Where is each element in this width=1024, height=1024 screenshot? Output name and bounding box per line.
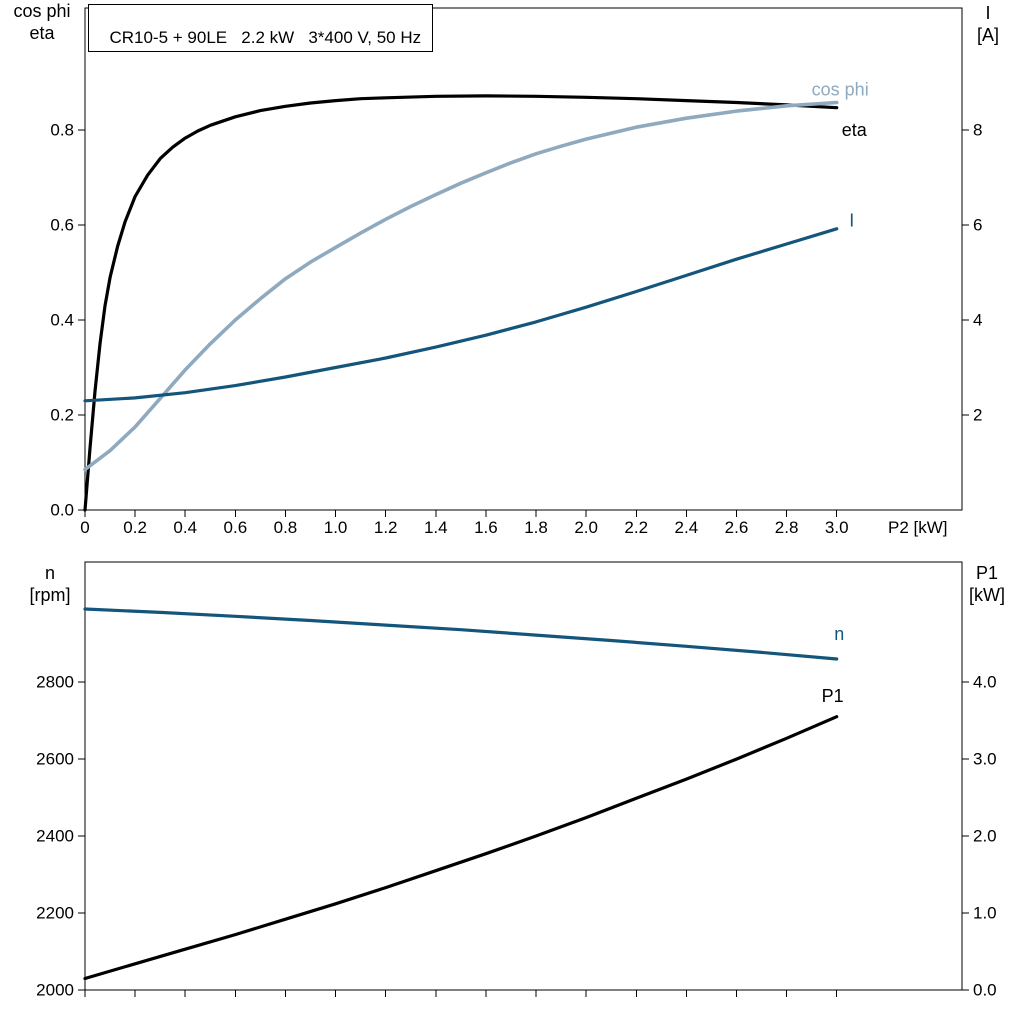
eta-curve [83, 94, 839, 512]
axis-title-p1: P1 [975, 563, 999, 583]
left-tick-label: 0.8 [50, 121, 74, 140]
eta-curve-label: eta [842, 120, 868, 140]
x-tick-label: 3.0 [825, 518, 849, 537]
x-tick-label: 0.6 [224, 518, 248, 537]
left-tick-label: 0.2 [50, 406, 74, 425]
x-tick-label: 1.2 [374, 518, 398, 537]
chart-title: CR10-5 + 90LE 2.2 kW 3*400 V, 50 Hz [109, 28, 422, 47]
axis-title-speed-unit: [rpm] [29, 585, 71, 605]
x-tick-label: 0.4 [173, 518, 197, 537]
axis-title-p1-unit: [kW] [969, 585, 1005, 605]
x-tick-label: 1.0 [324, 518, 348, 537]
top-chart-right-axis-title: I [A] [956, 2, 1020, 46]
x-tick-label: 1.4 [424, 518, 448, 537]
right-tick-label: 6 [973, 216, 982, 235]
x-axis-label: P2 [kW] [888, 518, 948, 537]
left-tick-label: 2400 [36, 827, 74, 846]
x-tick-label: 2.2 [624, 518, 648, 537]
axis-title-current: I [985, 3, 991, 23]
x-tick-label: 2.6 [725, 518, 749, 537]
left-tick-label: 0.6 [50, 216, 74, 235]
right-tick-label: 3.0 [973, 750, 997, 769]
x-tick-label: 0 [80, 518, 89, 537]
x-tick-label: 0.8 [274, 518, 298, 537]
right-tick-label: 4 [973, 311, 982, 330]
axis-title-eta: eta [29, 23, 55, 43]
current-curve-label: I [849, 210, 854, 230]
x-tick-label: 2.8 [775, 518, 799, 537]
current-curve [83, 227, 839, 403]
left-tick-label: 2800 [36, 673, 74, 692]
speed-curve [83, 607, 839, 661]
right-tick-label: 2 [973, 406, 982, 425]
right-tick-label: 2.0 [973, 827, 997, 846]
bottom-chart-right-axis-title: P1 [kW] [954, 562, 1020, 606]
axis-title-current-unit: [A] [976, 25, 999, 45]
axis-title-cos-phi: cos phi [13, 1, 71, 21]
p1-curve [83, 715, 839, 981]
left-tick-label: 2200 [36, 904, 74, 923]
top-chart-left-axis-title: cos phi eta [0, 0, 84, 44]
speed-curve-label: n [834, 624, 844, 644]
left-tick-label: 2600 [36, 750, 74, 769]
x-tick-label: 2.0 [574, 518, 598, 537]
bottom-plot-frame [84, 561, 963, 991]
x-tick-label: 2.4 [675, 518, 699, 537]
bottom-chart-left-axis-title: n [rpm] [18, 562, 82, 606]
x-tick-label: 0.2 [123, 518, 147, 537]
p1-curve-label: P1 [822, 686, 844, 706]
right-tick-label: 4.0 [973, 673, 997, 692]
left-tick-label: 0.0 [50, 501, 74, 520]
axis-title-speed: n [44, 563, 55, 583]
right-tick-label: 8 [973, 121, 982, 140]
right-tick-label: 1.0 [973, 904, 997, 923]
chart-title-box: CR10-5 + 90LE 2.2 kW 3*400 V, 50 Hz [88, 4, 434, 52]
left-tick-label: 0.4 [50, 311, 74, 330]
top-plot-frame [84, 7, 963, 511]
x-tick-label: 1.8 [524, 518, 548, 537]
cos-phi-curve [83, 100, 839, 472]
cos-phi-curve-label: cos phi [812, 80, 869, 100]
left-tick-label: 2000 [36, 981, 74, 1000]
x-tick-label: 1.6 [474, 518, 498, 537]
right-tick-label: 0.0 [973, 981, 997, 1000]
